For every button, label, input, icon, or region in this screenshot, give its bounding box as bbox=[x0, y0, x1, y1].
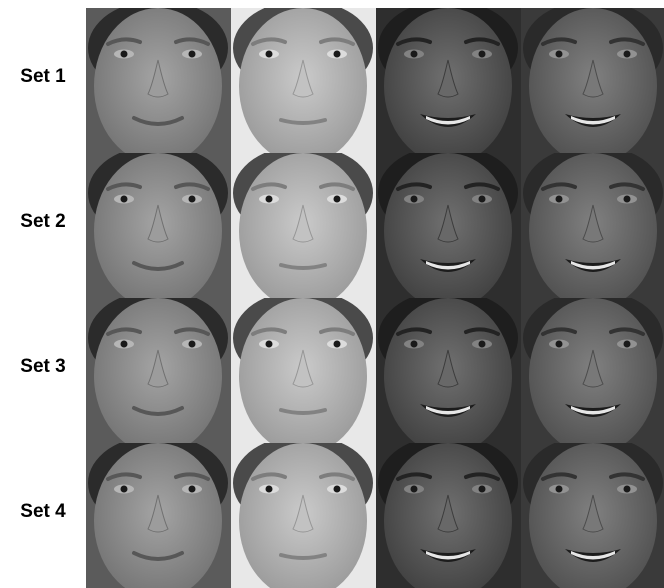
face-photo-subject-1-set-4 bbox=[86, 443, 231, 588]
row-label-set-4: Set 4 bbox=[20, 501, 66, 522]
face-photo-subject-3-set-4 bbox=[376, 443, 521, 588]
face-photo-subject-1-set-1 bbox=[86, 8, 231, 153]
face-photo-subject-4-set-3 bbox=[521, 298, 664, 443]
face-photo-subject-3-set-3 bbox=[376, 298, 521, 443]
row-label-set-3: Set 3 bbox=[20, 356, 66, 377]
face-photo-subject-2-set-4 bbox=[231, 443, 376, 588]
face-photo-subject-4-set-2 bbox=[521, 153, 664, 298]
face-photo-subject-2-set-3 bbox=[231, 298, 376, 443]
face-photo-subject-2-set-2 bbox=[231, 153, 376, 298]
row-label-set-1: Set 1 bbox=[20, 66, 66, 87]
face-photo-subject-4-set-4 bbox=[521, 443, 664, 588]
face-photo-subject-3-set-2 bbox=[376, 153, 521, 298]
face-photo-subject-3-set-1 bbox=[376, 8, 521, 153]
row-label-set-2: Set 2 bbox=[20, 211, 66, 232]
face-photo-subject-2-set-1 bbox=[231, 8, 376, 153]
face-photo-subject-1-set-3 bbox=[86, 298, 231, 443]
face-photo-subject-4-set-1 bbox=[521, 8, 664, 153]
face-photo-subject-1-set-2 bbox=[86, 153, 231, 298]
face-image-grid bbox=[86, 8, 664, 588]
